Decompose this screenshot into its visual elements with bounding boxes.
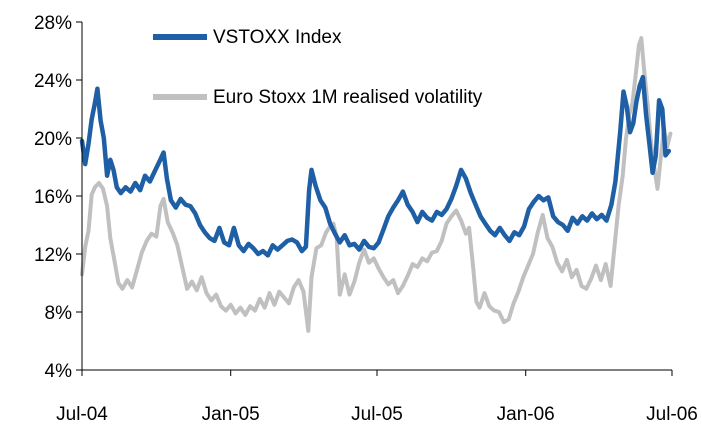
y-tick-label: 20% bbox=[34, 129, 72, 150]
x-tick-label: Jul-04 bbox=[56, 404, 108, 425]
x-ticks: Jul-04 Jan-05 Jul-05 Jan-06 Jul-06 bbox=[56, 370, 698, 425]
x-tick-label: Jul-05 bbox=[351, 404, 403, 425]
series-layer bbox=[79, 36, 673, 333]
y-tick-label: 4% bbox=[45, 361, 73, 382]
legend: VSTOXX Index Euro Stoxx 1M realised vola… bbox=[153, 27, 483, 108]
x-tick-label: Jul-06 bbox=[646, 404, 698, 425]
y-tick-label: 16% bbox=[34, 187, 72, 208]
y-tick-label: 8% bbox=[45, 303, 73, 324]
series-line-euro-stoxx bbox=[80, 36, 673, 333]
x-tick-label: Jan-05 bbox=[202, 404, 260, 425]
y-ticks: 4% 8% 12% 16% 20% 24% 28% bbox=[34, 13, 82, 382]
y-tick-label: 28% bbox=[34, 13, 72, 34]
series-line-vstoxx bbox=[79, 74, 672, 258]
x-tick-label: Jan-06 bbox=[497, 404, 555, 425]
y-tick-label: 24% bbox=[34, 71, 72, 92]
y-tick-label: 12% bbox=[34, 245, 72, 266]
legend-label-vstoxx: VSTOXX Index bbox=[213, 27, 342, 48]
legend-label-euro-stoxx: Euro Stoxx 1M realised volatility bbox=[213, 87, 483, 108]
